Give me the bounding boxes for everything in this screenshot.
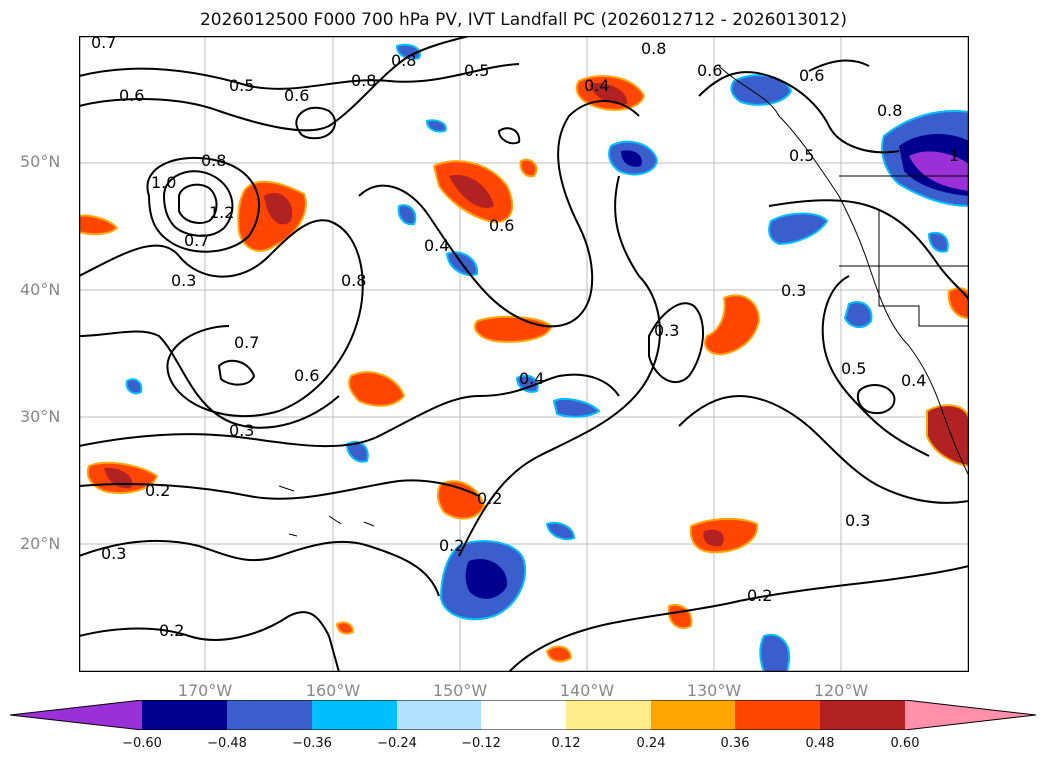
contour-label: 0.2 [439,536,464,555]
colorbar [10,700,1036,730]
lon-label-140w: 140°W [559,681,615,700]
contour-label: 0.4 [424,236,449,255]
blob-neg-4 [730,74,793,106]
contour-label: 0.6 [284,86,309,105]
cb-seg [651,700,735,730]
cb-seg [566,700,651,730]
cb-tick: 0.12 [551,736,581,751]
lon-label-130w: 130°W [686,681,742,700]
contour-label: 0.3 [101,544,126,563]
lon-label-150w: 150°W [432,681,488,700]
contour-label: 0.2 [159,621,184,640]
contour-label: 0.4 [584,76,609,95]
contour-label: 0.3 [781,281,806,300]
contour-label: 0.5 [789,146,814,165]
blob-pos-7 [689,517,759,554]
coastlines [278,65,969,537]
map-canvas: 0.7 0.5 0.6 0.6 0.8 0.5 0.8 0.4 0.6 0.6 … [79,36,969,672]
contour-label: 0.2 [145,481,170,500]
contour-label: 0.7 [91,36,116,52]
contour-label: 0.7 [234,333,259,352]
cb-seg [481,700,566,730]
negative-anomaly-shading [125,43,969,672]
lon-label-120w: 120°W [813,681,869,700]
map-title: 2026012500 F000 700 hPa PV, IVT Landfall… [199,10,847,30]
contour-label: 1.2 [209,203,234,222]
cb-seg [735,700,820,730]
contour-label: 0.5 [841,359,866,378]
contour-label: 0.6 [294,366,319,385]
cb-tick: −0.12 [461,736,501,751]
contour-label: 0.4 [901,371,926,390]
contour-label: 0.3 [171,271,196,290]
positive-anomaly-shading [79,75,969,663]
contour-label: 0.6 [489,216,514,235]
blob-neg-7 [768,212,829,246]
blob-neg-8 [843,301,873,329]
contour-label: 0.8 [341,271,366,290]
cb-seg [312,700,397,730]
pv-contours [79,36,969,672]
contour-label: 0.8 [201,151,226,170]
cb-tick: −0.60 [122,736,162,751]
blob-pos-6 [704,294,761,356]
contour-label: 0.5 [229,76,254,95]
cb-tick: 0.48 [805,736,835,751]
contour-label: 0.3 [845,511,870,530]
cb-seg [142,700,227,730]
cb-tick: −0.48 [207,736,247,751]
map-border [79,36,969,672]
lat-label-40n: 40°N [20,280,61,299]
cb-seg-low [10,700,142,730]
contour-label: 0.2 [477,489,502,508]
colorbar-segments [10,700,1036,730]
blob-pos-12 [667,604,693,629]
contour-label: 0.2 [747,586,772,605]
cb-seg [820,700,905,730]
blob-pos-4 [474,315,553,343]
contour-label-group: 0.7 0.5 0.6 0.6 0.8 0.5 0.8 0.4 0.6 0.6 … [91,36,959,640]
lat-label-30n: 30°N [20,407,61,426]
contour-label: 0.8 [351,71,376,90]
cb-tick: −0.36 [292,736,332,751]
contour-label: 0.6 [799,66,824,85]
cb-tick: 0.60 [890,736,920,751]
contour-label: 0.8 [391,51,416,70]
contour-label: 0.8 [641,39,666,58]
cb-tick: −0.24 [377,736,417,751]
contour-label: 0.6 [119,86,144,105]
blob-pos-8 [436,480,486,520]
contour-label: 0.4 [519,369,544,388]
contour-label: 1 [949,146,959,165]
contour-label: 0.3 [229,421,254,440]
cb-tick: 0.36 [720,736,750,751]
lat-label-50n: 50°N [20,152,61,171]
contour-label: 1.0 [151,173,176,192]
cb-seg [227,700,312,730]
lat-label-20n: 20°N [20,534,61,553]
contour-label: 0.7 [184,231,209,250]
cb-seg-high [905,700,1036,730]
blob-pos-11 [947,287,969,320]
contour-label: 0.3 [654,321,679,340]
blob-neg-6 [552,398,601,418]
lon-label-160w: 160°W [305,681,361,700]
lon-label-170w: 170°W [177,681,233,700]
contour-label: 0.6 [697,61,722,80]
cb-tick: 0.24 [636,736,666,751]
contour-label: 0.8 [877,101,902,120]
cb-seg [397,700,481,730]
blob-pos-10 [926,404,969,468]
blob-pos-5 [348,371,406,407]
contour-label: 0.5 [464,61,489,80]
